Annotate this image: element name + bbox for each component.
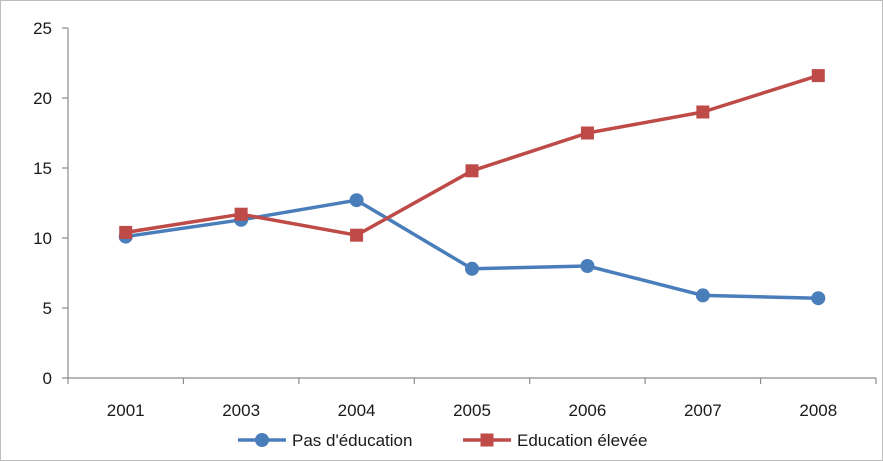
y-tick-label: 10 [33, 229, 52, 248]
x-tick-label: 2008 [799, 401, 837, 420]
data-point [696, 105, 710, 119]
data-point [811, 291, 826, 306]
legend: Pas d'éducation Education élevée [238, 431, 647, 450]
legend-label: Education élevée [517, 431, 647, 450]
data-point [580, 259, 595, 273]
legend-item: Education élevée [463, 431, 647, 450]
data-point [234, 207, 248, 221]
x-tick-label: 2005 [453, 401, 491, 420]
y-tick-label: 5 [43, 299, 52, 318]
x-ticks: 2001 2003 2004 2005 2006 2007 2008 [67, 378, 877, 420]
y-ticks: 0 5 10 15 20 25 [33, 19, 68, 388]
y-tick-label: 0 [43, 369, 52, 388]
legend-label: Pas d'éducation [292, 431, 412, 450]
data-point [119, 225, 133, 239]
legend-item: Pas d'éducation [238, 431, 412, 450]
y-tick-label: 20 [33, 89, 52, 108]
x-tick-label: 2006 [569, 401, 607, 420]
series-1 [118, 193, 826, 306]
x-tick-label: 2001 [107, 401, 145, 420]
data-point [695, 288, 710, 303]
data-point [465, 164, 479, 178]
series-2 [119, 69, 825, 242]
y-tick-label: 15 [33, 159, 52, 178]
legend-marker [255, 433, 269, 447]
data-point [465, 261, 479, 276]
x-tick-label: 2004 [338, 401, 376, 420]
legend-marker [480, 433, 494, 447]
series-layer [118, 69, 826, 306]
data-point [349, 193, 364, 208]
axes [67, 28, 876, 379]
data-point [350, 228, 364, 242]
x-tick-label: 2007 [684, 401, 722, 420]
y-tick-label: 25 [33, 19, 52, 38]
series-line [125, 73, 819, 237]
x-tick-label: 2003 [222, 401, 260, 420]
data-point [580, 126, 594, 140]
data-point [811, 69, 825, 83]
